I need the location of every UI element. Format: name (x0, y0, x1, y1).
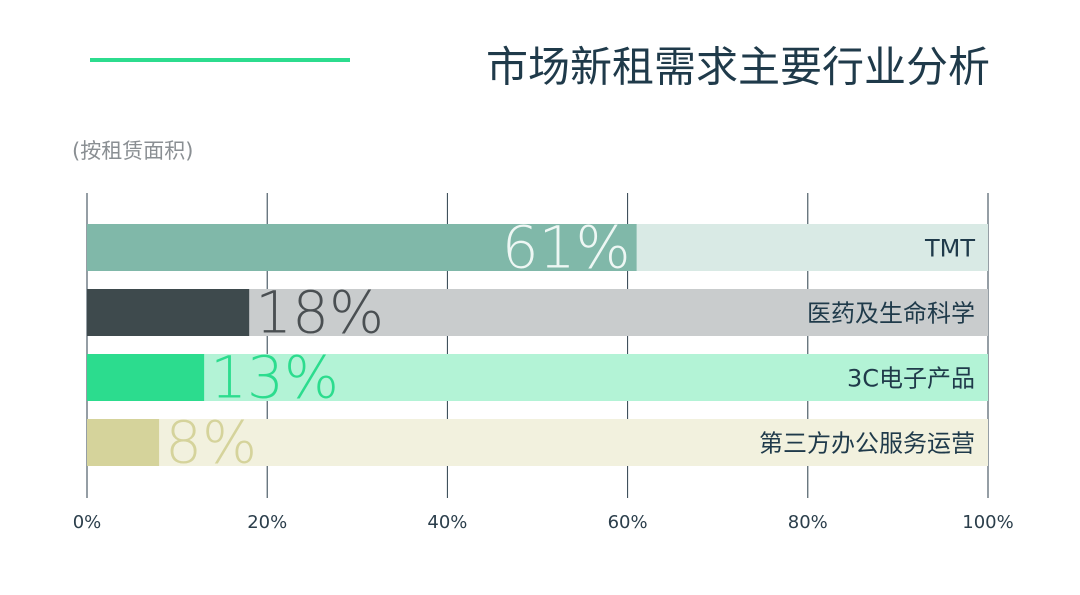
bar (87, 419, 160, 466)
x-tick-label: 20% (247, 512, 287, 533)
x-tick-label: 60% (608, 512, 648, 533)
chart-subtitle: (按租赁面积) (72, 139, 193, 163)
bar (87, 354, 205, 401)
x-tick-label: 80% (788, 512, 828, 533)
x-tick-label: 0% (73, 512, 102, 533)
category-label: TMT (924, 235, 975, 263)
category-label: 3C电子产品 (847, 365, 975, 393)
chart-title: 市场新租需求主要行业分析 (486, 43, 990, 92)
category-label: 第三方办公服务运营 (759, 430, 975, 458)
bar-track (87, 354, 988, 401)
value-label: 61% (502, 214, 631, 282)
category-label: 医药及生命科学 (807, 300, 975, 328)
x-tick-label: 100% (962, 512, 1013, 533)
bar-track (87, 419, 988, 466)
value-label: 13% (210, 344, 339, 412)
bar (87, 224, 637, 271)
value-label: 18% (255, 279, 384, 347)
bar (87, 289, 250, 336)
value-label: 8% (165, 409, 257, 477)
x-tick-label: 40% (427, 512, 467, 533)
